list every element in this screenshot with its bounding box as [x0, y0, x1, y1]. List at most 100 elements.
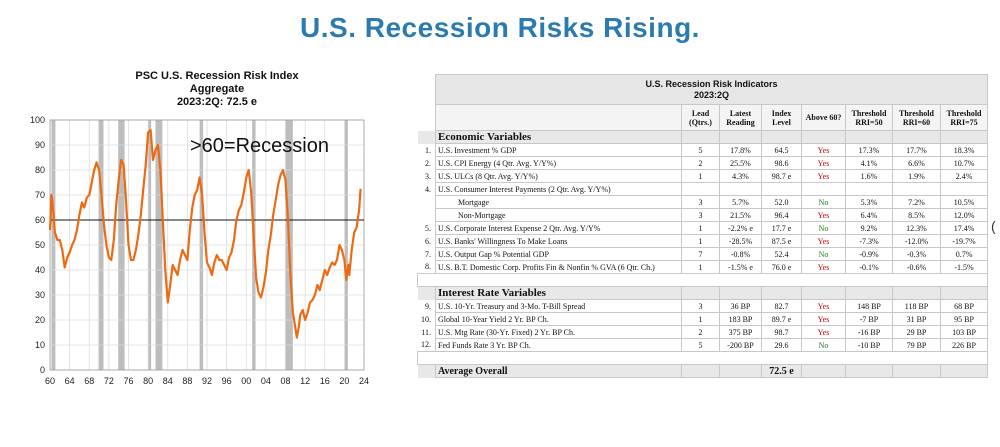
- above-60-cell: Yes: [801, 299, 846, 313]
- average-label: Average Overall: [435, 364, 682, 378]
- table-row: 7. U.S. Output Gap % Potential GDP 7 -0.8% 5…: [417, 247, 989, 261]
- x-tick-label: 88: [182, 376, 192, 386]
- lead-cell: 3: [681, 195, 720, 209]
- threshold-50-cell: [845, 182, 893, 196]
- index-level-cell: 64.5: [761, 143, 802, 157]
- row-number: [417, 104, 436, 131]
- row-number: 5.: [417, 221, 436, 235]
- threshold-50-cell: 5.3%: [845, 195, 893, 209]
- above-60-cell: No: [801, 221, 846, 235]
- x-tick-label: 72: [104, 376, 114, 386]
- x-tick-label: 76: [123, 376, 133, 386]
- average-blank: [719, 364, 762, 378]
- threshold-60-cell: 8.5%: [892, 208, 941, 222]
- table-row: Mortgage 3 5.7% 52.0 No 5.3% 7.2% 10.5%: [417, 195, 989, 209]
- indicator-label: U.S. Corporate Interest Expense 2 Qtr. A…: [435, 221, 682, 235]
- section-header-blank: [761, 130, 802, 144]
- row-number: 1.: [417, 143, 436, 157]
- threshold-60-cell: 1.9%: [892, 169, 941, 183]
- above-60-cell: Yes: [801, 325, 846, 339]
- x-tick-label: 24: [359, 376, 369, 386]
- x-tick-label: 60: [45, 376, 55, 386]
- latest-reading-cell: 183 BP: [719, 312, 762, 326]
- above-60-cell: Yes: [801, 143, 846, 157]
- indicator-label: U.S. B.T. Domestic Corp. Profits Fin & N…: [435, 260, 682, 274]
- indicator-label: U.S. Investment % GDP: [435, 143, 682, 157]
- section-gap: [416, 273, 989, 287]
- y-tick-label: 10: [35, 340, 45, 350]
- section-header-blank: [801, 286, 846, 300]
- above-60-cell: [801, 182, 846, 196]
- latest-reading-cell: 5.7%: [719, 195, 762, 209]
- indicators-table-wrap: U.S. Recession Risk Indicators 2023:2Q Lea…: [416, 74, 989, 378]
- indicator-label: U.S. Mtg Rate (30-Yr. Fixed) 2 Yr. BP Ch…: [435, 325, 682, 339]
- threshold-50-cell: 9.2%: [845, 221, 893, 235]
- column-header-row: Lead (Qtrs.) Latest Reading Index Level Abo…: [417, 104, 989, 131]
- average-blank: [801, 364, 846, 378]
- column-header: Lead (Qtrs.): [681, 104, 720, 131]
- average-value: 72.5 e: [761, 364, 802, 378]
- threshold-75-cell: 0.7%: [939, 247, 989, 261]
- edge-mark: (: [991, 218, 996, 234]
- section-header-blank: [892, 286, 941, 300]
- page-title: U.S. Recession Risks Rising.: [300, 12, 700, 43]
- threshold-50-cell: -0.1%: [845, 260, 893, 274]
- section-header: Interest Rate Variables: [435, 286, 682, 300]
- index-level-cell: 89.7 e: [761, 312, 802, 326]
- indicator-label: U.S. CPI Energy (4 Qtr. Avg. Y/Y%): [435, 156, 682, 170]
- average-row: Average Overall 72.5 e: [417, 364, 989, 378]
- row-number: [417, 364, 436, 378]
- average-blank: [681, 364, 720, 378]
- row-number: 6.: [417, 234, 436, 248]
- chart-subtitle-1: Aggregate: [189, 83, 245, 95]
- indicator-label: U.S. 10-Yr. Treasury and 3-Mo. T-Bill Sp…: [435, 299, 682, 313]
- above-60-cell: Yes: [801, 312, 846, 326]
- y-tick-label: 30: [35, 290, 45, 300]
- x-tick-label: 80: [143, 376, 153, 386]
- indicator-label: U.S. Banks' Willingness To Make Loans: [435, 234, 682, 248]
- lead-cell: 2: [681, 156, 720, 170]
- lead-cell: 1: [681, 169, 720, 183]
- section-header-blank: [681, 130, 720, 144]
- threshold-60-cell: 31 BP: [892, 312, 941, 326]
- section-header-blank: [845, 130, 893, 144]
- column-header: Threshold RRI=75: [939, 104, 989, 131]
- chart-header: PSC U.S. Recession Risk Index Aggregate …: [54, 70, 380, 109]
- table-row: 8. U.S. B.T. Domestic Corp. Profits Fin &…: [417, 260, 989, 274]
- table-row: 2. U.S. CPI Energy (4 Qtr. Avg. Y/Y%) 2 25.…: [417, 156, 989, 170]
- section-header-blank: [801, 130, 846, 144]
- column-header-variable: [435, 104, 682, 131]
- indicator-label: U.S. Consumer Interest Payments (2 Qtr. …: [435, 182, 682, 196]
- index-level-cell: 87.5 e: [761, 234, 802, 248]
- above-60-cell: Yes: [801, 156, 846, 170]
- row-number: 12.: [417, 338, 436, 352]
- table-subtitle: 2023:2Q: [694, 89, 730, 100]
- latest-reading-cell: -28.5%: [719, 234, 762, 248]
- x-tick-label: 12: [300, 376, 310, 386]
- row-number: [417, 195, 436, 209]
- threshold-60-cell: 12.3%: [892, 221, 941, 235]
- x-tick-label: 68: [84, 376, 94, 386]
- y-tick-label: 50: [35, 240, 45, 250]
- row-number: 4.: [417, 182, 436, 196]
- table-row: 9. U.S. 10-Yr. Treasury and 3-Mo. T-Bill …: [417, 299, 989, 313]
- x-tick-label: 08: [280, 376, 290, 386]
- chart-plot: 0 10 20 30 40 50 60 70 80 90 100 60 64 68 72 76 80 84 88 92…: [30, 115, 369, 386]
- threshold-60-cell: 29 BP: [892, 325, 941, 339]
- table-row: 11. U.S. Mtg Rate (30-Yr. Fixed) 2 Yr. BP…: [417, 325, 989, 339]
- table-row: 3. U.S. ULCs (8 Qtr. Avg. Y/Y%) 1 4.3% 98.7 …: [417, 169, 989, 183]
- x-tick-label: 92: [202, 376, 212, 386]
- indicator-label: Global 10-Year Yield 2 Yr. BP Ch.: [435, 312, 682, 326]
- y-tick-label: 100: [30, 115, 45, 125]
- x-tick-label: 16: [320, 376, 330, 386]
- section-header-blank: [892, 130, 941, 144]
- table-row: Non-Mortgage 3 21.5% 96.4 Yes 6.4% 8.5% 12.0%: [417, 208, 989, 222]
- y-tick-label: 60: [35, 215, 45, 225]
- section-header-blank: [939, 130, 989, 144]
- column-header: Latest Reading: [719, 104, 762, 131]
- table-row: 5. U.S. Corporate Interest Expense 2 Qtr.…: [417, 221, 989, 235]
- row-number: 3.: [417, 169, 436, 183]
- threshold-60-cell: [892, 182, 941, 196]
- indicator-label: U.S. Output Gap % Potential GDP: [435, 247, 682, 261]
- y-tick-label: 70: [35, 190, 45, 200]
